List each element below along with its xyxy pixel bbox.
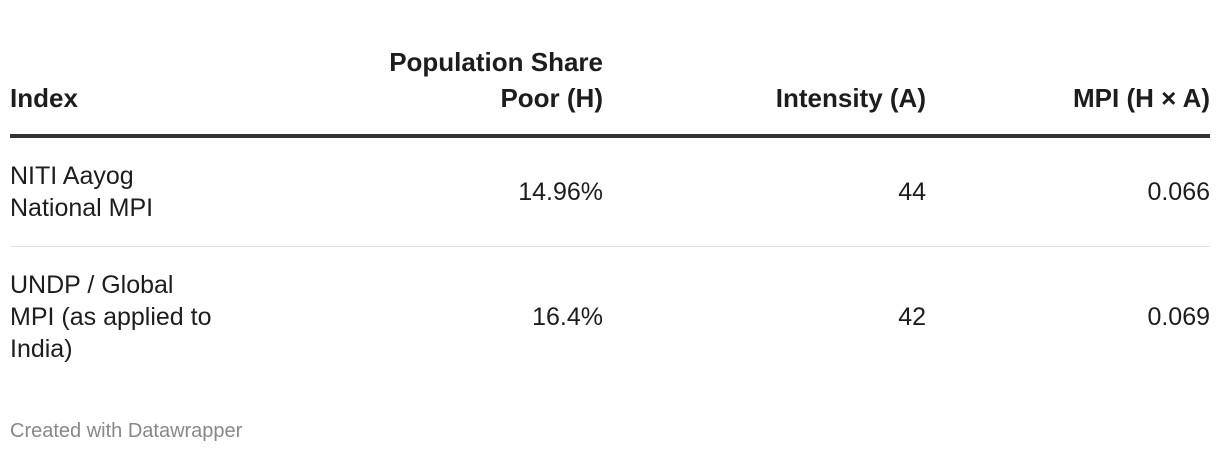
index-cell: UNDP / Global MPI (as applied to India) (10, 247, 220, 388)
index-cell: NITI Aayog National MPI (10, 136, 220, 247)
cell: 16.4% (532, 303, 603, 331)
credit: Created with Datawrapper (10, 420, 243, 442)
mpi-table: Index Population Share Poor (H) Intensit… (10, 44, 1210, 387)
cell: 0.069 (1147, 303, 1210, 331)
index-text: UNDP / Global MPI (as applied to India) (10, 271, 212, 363)
header-row: Index Population Share Poor (H) Intensit… (10, 44, 1210, 138)
column-header: Population Share Poor (H) (220, 44, 603, 138)
column-header: Index (10, 44, 220, 138)
cell: 44 (603, 136, 926, 247)
table-row: UNDP / Global MPI (as applied to India) … (10, 247, 1210, 388)
table-row: NITI Aayog National MPI 14.96% 44 0.066 (10, 136, 1210, 247)
cell: 42 (898, 303, 926, 331)
column-header: MPI (H × A) (926, 44, 1210, 138)
column-header-text: Population Share Poor (H) (389, 47, 603, 113)
cell: 14.96% (220, 136, 603, 247)
index-text: NITI Aayog National MPI (10, 162, 154, 222)
column-header: Intensity (A) (603, 44, 926, 138)
cell: 0.066 (926, 136, 1210, 247)
